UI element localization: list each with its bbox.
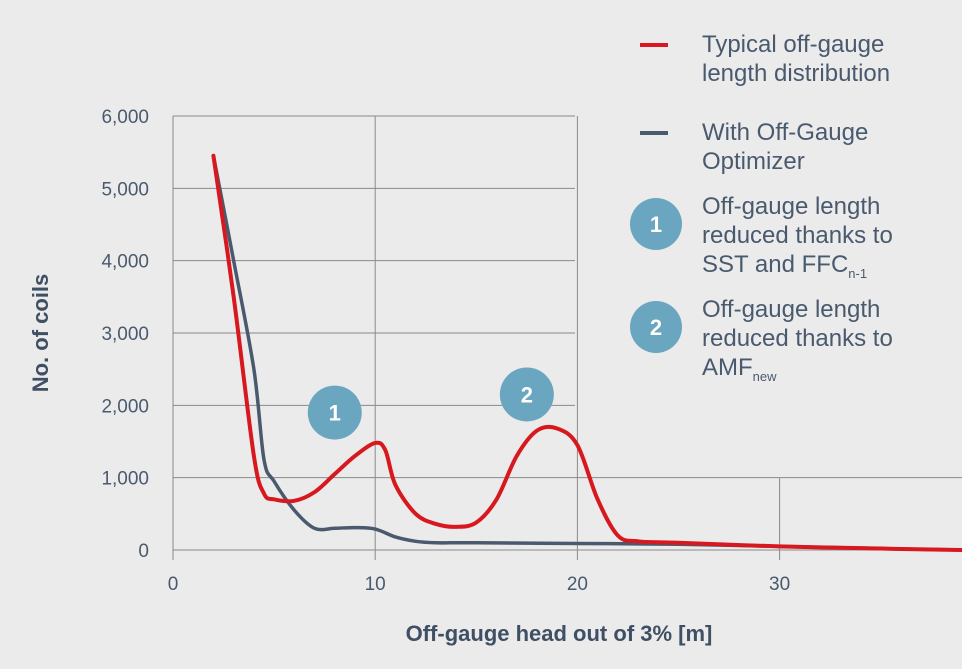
legend-text: With Off-Gauge bbox=[702, 119, 869, 146]
red-line-swatch bbox=[640, 43, 668, 47]
series-line-typical bbox=[211, 153, 962, 552]
legend-item-typical: Typical off-gauge length distribution bbox=[630, 30, 960, 88]
legend-text: Typical off-gauge bbox=[702, 31, 885, 58]
legend-text: Off-gauge length bbox=[702, 296, 881, 323]
annotation-badge-1 bbox=[307, 385, 362, 440]
legend: Typical off-gauge length distribution Wi… bbox=[630, 30, 960, 398]
x-tick-label: 0 bbox=[168, 574, 179, 595]
annotation-label-2: 2 bbox=[521, 382, 533, 407]
x-axis-title: Off-gauge head out of 3% [m] bbox=[406, 621, 713, 646]
y-tick-label: 4,000 bbox=[101, 252, 149, 273]
legend-text: SST and FFCn-1 bbox=[702, 251, 868, 281]
legend-text: AMFnew bbox=[702, 354, 777, 384]
y-axis-title: No. of coils bbox=[28, 274, 53, 393]
number-badge-1: 1 bbox=[630, 198, 682, 250]
legend-item-optimizer: With Off-Gauge Optimizer bbox=[630, 118, 960, 176]
legend-item-annotation-2: 2 Off-gauge length reduced thanks to AMF… bbox=[630, 295, 960, 384]
blue-line-swatch bbox=[640, 131, 668, 135]
y-tick-label: 1,000 bbox=[101, 469, 149, 490]
x-tick-label: 10 bbox=[365, 574, 386, 595]
y-tick-label: 6,000 bbox=[101, 107, 149, 128]
x-tick-label: 30 bbox=[769, 574, 790, 595]
legend-text: Optimizer bbox=[702, 148, 805, 175]
annotation-badge-2 bbox=[499, 367, 554, 422]
x-tick-label: 20 bbox=[567, 574, 588, 595]
y-tick-label: 2,000 bbox=[101, 396, 149, 417]
legend-text: Off-gauge length bbox=[702, 193, 881, 220]
legend-text: reduced thanks to bbox=[702, 325, 893, 352]
number-badge-2: 2 bbox=[630, 301, 682, 353]
y-tick-label: 3,000 bbox=[101, 324, 149, 345]
annotation-label-1: 1 bbox=[329, 401, 341, 426]
legend-text: length distribution bbox=[702, 60, 891, 87]
legend-item-annotation-1: 1 Off-gauge length reduced thanks to SST… bbox=[630, 192, 960, 281]
legend-text: reduced thanks to bbox=[702, 222, 893, 249]
y-tick-label: 5,000 bbox=[101, 179, 149, 200]
y-tick-label: 0 bbox=[138, 541, 149, 562]
